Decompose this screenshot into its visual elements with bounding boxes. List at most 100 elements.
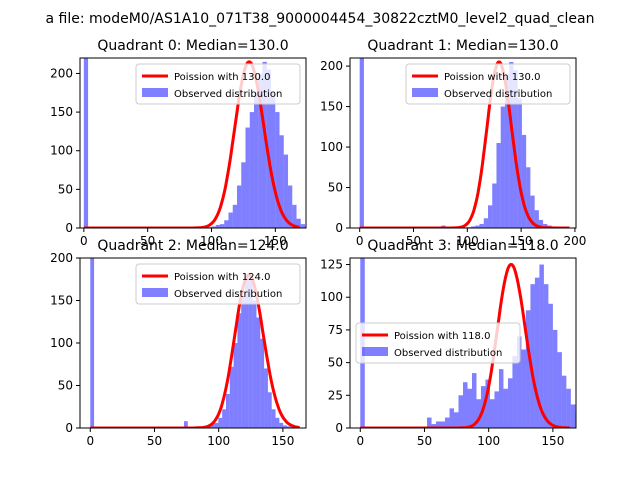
poisson-curve	[83, 60, 300, 228]
histogram-bar	[256, 317, 261, 428]
histogram-bar	[475, 225, 480, 228]
legend-curve-label: Poission with 130.0	[444, 72, 540, 83]
histogram-bar	[494, 391, 499, 428]
x-tick-label: 50	[147, 434, 162, 448]
histogram-bar	[489, 399, 495, 428]
histogram-bar	[258, 73, 263, 228]
histogram-bar	[283, 154, 289, 228]
x-tick-label: 0	[356, 434, 364, 448]
histogram-bar	[517, 98, 522, 228]
histogram-bar	[267, 392, 272, 428]
axes-frame	[79, 57, 307, 229]
y-tick-label: 50	[58, 379, 73, 393]
histogram-bar	[279, 135, 284, 228]
histogram-bar	[83, 58, 89, 228]
histogram-bar	[534, 210, 539, 228]
histogram-bar	[236, 185, 242, 228]
y-tick-label: 25	[328, 388, 343, 402]
histogram-bar	[454, 412, 459, 428]
legend-bars-label: Observed distribution	[174, 289, 282, 300]
legend-curve-label: Poission with 130.0	[174, 72, 270, 83]
histogram-bar	[241, 296, 246, 428]
legend: Poission with 124.0 Observed distribution	[135, 263, 301, 305]
histogram-bar	[552, 329, 558, 428]
axes-frame	[349, 257, 577, 429]
histogram-bar	[507, 378, 513, 428]
histogram-bar	[229, 366, 234, 428]
y-tick-label: 50	[58, 182, 73, 196]
x-tick-label: 200	[563, 234, 586, 248]
histogram-bar	[275, 417, 280, 428]
subplot-title: Quadrant 3: Median=118.0	[367, 238, 558, 254]
histogram-bar	[534, 277, 540, 428]
histogram-bar	[436, 421, 441, 428]
x-tick-label: 100	[477, 434, 500, 448]
legend-bars-swatch	[142, 88, 168, 97]
histogram-bar	[218, 417, 223, 428]
histogram-bar	[525, 310, 531, 428]
histogram-bar	[483, 218, 488, 228]
x-tick-label: 50	[406, 234, 421, 248]
histogram-bar	[300, 224, 306, 228]
histogram-bar	[479, 223, 484, 228]
histogram-bar	[184, 421, 188, 428]
y-tick-label: 0	[335, 421, 343, 435]
x-tick-label: 0	[86, 434, 94, 448]
histogram-bar	[210, 423, 215, 428]
histogram-bar	[359, 58, 364, 228]
histogram-bar	[266, 69, 272, 228]
histogram-bar	[225, 394, 230, 428]
figure-suptitle: a file: modeM0/AS1A10_071T38_9000004454_…	[46, 11, 595, 27]
legend-curve-label: Poission with 118.0	[394, 331, 490, 342]
legend: Poission with 130.0 Observed distribution	[135, 63, 301, 105]
legend-bars-label: Observed distribution	[394, 348, 502, 359]
y-tick-label: 0	[65, 221, 73, 235]
x-tick-label: 50	[140, 234, 155, 248]
x-tick-label: 100	[456, 234, 479, 248]
histogram-bar	[516, 336, 522, 428]
y-tick-label: 50	[328, 181, 343, 195]
legend-bars-label: Observed distribution	[174, 89, 282, 100]
legend: Poission with 130.0 Observed distribution	[405, 63, 571, 105]
y-tick-label: 0	[335, 221, 343, 235]
y-tick-label: 200	[50, 251, 73, 265]
histogram-bar	[440, 421, 446, 428]
histogram-bar	[566, 388, 571, 428]
histogram-bar	[504, 74, 510, 228]
histogram-bar	[260, 338, 265, 428]
x-tick-label: 100	[207, 434, 230, 448]
legend-box	[405, 63, 571, 105]
histogram-bar	[463, 382, 468, 428]
histogram-bar	[222, 409, 226, 428]
y-tick-label: 0	[65, 421, 73, 435]
histogram-bar	[271, 92, 276, 228]
axes-frame	[349, 57, 577, 229]
histogram-bar	[503, 388, 508, 428]
histogram-bar	[254, 92, 259, 228]
histogram-bar	[538, 219, 544, 228]
legend-bars-label: Observed distribution	[444, 89, 552, 100]
histogram-bar	[215, 224, 220, 228]
histogram-bar	[228, 212, 233, 228]
histogram-bar	[262, 61, 267, 228]
histogram-bar	[292, 204, 297, 228]
histogram-bar	[90, 258, 95, 428]
histogram-bar	[245, 127, 250, 228]
histogram-bar	[248, 279, 253, 428]
histogram-bar	[570, 404, 576, 428]
histogram-bar	[237, 313, 242, 428]
histogram-bar	[476, 399, 481, 428]
histogram-bar	[233, 343, 238, 428]
subplot-0: 0 50 100 150 0 50 100 150 200 Quadrant 0: Median=…	[50, 38, 313, 248]
legend-box	[135, 63, 301, 105]
histogram-bar	[458, 395, 463, 428]
histogram-bar	[449, 408, 455, 428]
histogram-bar	[471, 226, 476, 228]
x-tick-label: 150	[271, 434, 294, 448]
histogram-bar	[232, 204, 237, 228]
histogram-bar	[309, 227, 313, 228]
x-tick-label: 0	[80, 234, 88, 248]
histogram-bar	[252, 300, 257, 428]
y-tick-label: 100	[50, 144, 73, 158]
histogram-bar	[539, 264, 544, 428]
